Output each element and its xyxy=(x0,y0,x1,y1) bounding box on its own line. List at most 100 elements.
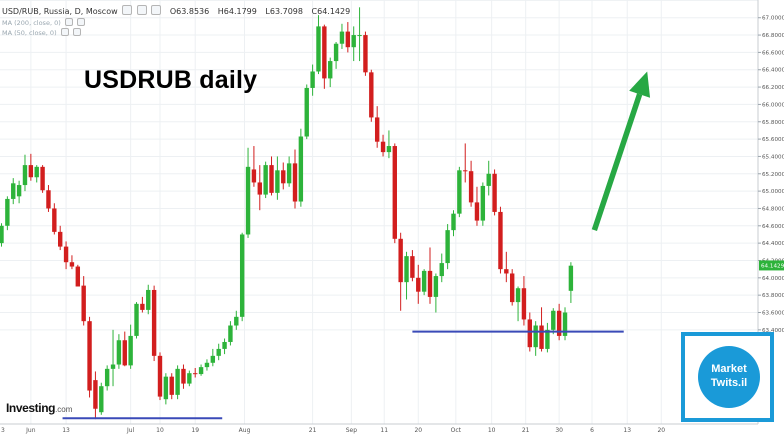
candle-body-up xyxy=(204,362,210,368)
ohlc-high: H64.1799 xyxy=(217,7,257,16)
candle-body-up xyxy=(210,355,216,363)
candle-body-down xyxy=(151,289,157,356)
candle-body-up xyxy=(328,61,333,79)
candle-body-down xyxy=(556,310,562,336)
candle-body-down xyxy=(539,325,544,349)
ohlc-open: O63.8536 xyxy=(169,7,210,16)
candle-body-up xyxy=(445,230,450,264)
x-tick-label: Jun xyxy=(25,427,36,434)
y-tick-label: 64.8000 xyxy=(762,206,784,212)
candle-body-up xyxy=(134,303,139,336)
candle-body-down xyxy=(380,141,386,153)
ma50-label: MA (50, close, 0) xyxy=(2,29,57,37)
x-tick-label: 21 xyxy=(309,427,317,434)
y-tick-label: 66.8000 xyxy=(762,33,784,39)
arrow-head xyxy=(629,71,651,98)
candle-body-down xyxy=(140,303,145,310)
candle-body-up xyxy=(515,288,521,303)
x-tick-label: 13 xyxy=(62,427,70,434)
candle-body-up xyxy=(22,165,28,186)
candle-body-down xyxy=(251,169,257,183)
overlay-title: USDRUB daily xyxy=(84,66,258,94)
ma50-settings-icon[interactable] xyxy=(60,28,69,36)
candle-body-up xyxy=(421,270,427,292)
brand-name: Investing xyxy=(6,401,56,415)
ohlc-low: L63.7098 xyxy=(265,7,303,16)
y-tick-label: 64.6000 xyxy=(762,224,784,230)
candle-body-down xyxy=(521,288,527,320)
candle-body-up xyxy=(433,276,439,297)
candle-body-down xyxy=(504,269,509,274)
candle-body-down xyxy=(58,231,63,247)
candle-body-up xyxy=(11,183,16,199)
symbol-label: USD/RUB, Russia, D, Moscow xyxy=(2,7,118,16)
y-tick-label: 66.2000 xyxy=(762,85,784,91)
logo-circle-icon: Market Twits.il xyxy=(698,346,760,408)
ma200-row[interactable]: MA (200, close, 0) xyxy=(2,18,85,27)
candle-body-up xyxy=(486,173,491,186)
ma50-row[interactable]: MA (50, close, 0) xyxy=(2,28,81,37)
candle-body-up xyxy=(228,325,233,342)
candle-body-down xyxy=(69,262,75,267)
candle-body-down xyxy=(509,273,515,303)
last-price-label: 64.1429 xyxy=(761,264,784,270)
candle-body-up xyxy=(562,312,568,336)
candle-body-up xyxy=(304,87,309,137)
candle-body-up xyxy=(298,136,304,202)
plot-background xyxy=(0,0,758,424)
y-tick-label: 65.6000 xyxy=(762,137,784,143)
candle-body-down xyxy=(46,190,51,209)
last-price-tag xyxy=(759,260,784,271)
candle-body-up xyxy=(5,198,10,226)
candle-body-up xyxy=(34,166,39,178)
x-tick-label: Jul xyxy=(126,427,135,434)
hide-icon[interactable] xyxy=(151,5,162,15)
ohlc-close: C64.1429 xyxy=(311,7,351,16)
candle-body-down xyxy=(474,202,480,221)
candle-body-up xyxy=(263,165,268,195)
x-tick-label: 13 xyxy=(623,427,631,434)
y-tick-label: 63.4000 xyxy=(762,328,784,334)
markettwits-logo: Market Twits.il xyxy=(681,332,774,422)
candle-body-down xyxy=(181,368,186,384)
brand-suffix: .com xyxy=(55,405,73,414)
candle-body-up xyxy=(357,35,362,37)
candle-body-down xyxy=(122,340,127,366)
y-tick-label: 65.8000 xyxy=(762,120,784,126)
candle-body-down xyxy=(75,266,81,287)
settings-icon[interactable] xyxy=(122,5,133,15)
y-tick-label: 65.4000 xyxy=(762,154,784,160)
candle-body-up xyxy=(175,368,180,395)
candle-body-up xyxy=(198,367,204,375)
logo-line1: Market xyxy=(711,363,747,375)
candle-body-down xyxy=(28,165,34,178)
candle-body-up xyxy=(457,170,462,214)
candle-body-down xyxy=(52,208,57,232)
ma200-close-icon[interactable] xyxy=(76,18,85,26)
ma200-settings-icon[interactable] xyxy=(64,18,73,26)
x-tick-label: 10 xyxy=(488,427,496,434)
candle-body-up xyxy=(386,146,392,153)
arrow-shaft xyxy=(591,93,643,232)
candle-body-up xyxy=(110,364,116,369)
candle-body-down xyxy=(40,166,45,191)
y-tick-label: 67.0000 xyxy=(762,16,784,22)
candle-body-down xyxy=(169,376,174,395)
candle-body-up xyxy=(451,213,456,231)
candle-body-down xyxy=(81,285,86,322)
candle-body-up xyxy=(99,386,104,413)
x-tick-label: 11 xyxy=(380,427,388,434)
ma50-close-icon[interactable] xyxy=(72,28,81,36)
candle-body-up xyxy=(568,265,574,291)
y-tick-label: 65.0000 xyxy=(762,189,784,195)
candle-body-down xyxy=(369,72,374,118)
candle-body-down xyxy=(93,380,98,409)
candle-body-down xyxy=(292,163,298,202)
close-icon[interactable] xyxy=(136,5,147,15)
x-tick-label: 20 xyxy=(414,427,422,434)
candle-body-up xyxy=(128,335,133,366)
candle-body-down xyxy=(498,211,503,270)
logo-line2: Twits.il xyxy=(710,377,748,389)
